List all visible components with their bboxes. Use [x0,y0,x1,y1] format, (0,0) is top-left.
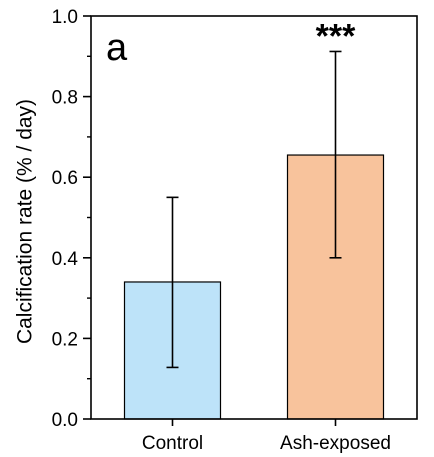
y-tick-label: 0.6 [52,168,78,189]
significance-label: *** [316,17,356,55]
y-axis-title: Calcification rate (% / day) [14,99,37,344]
y-tick-label: 0.8 [52,88,78,109]
y-tick-label: 0.2 [52,329,78,350]
y-tick-label: 1.0 [52,7,78,28]
x-category-label: Control [142,433,203,454]
panel-label: a [106,27,128,69]
y-tick-label: 0.4 [52,249,79,270]
x-axis: Control Ash-exposed [142,419,391,454]
y-axis: 0.0 0.2 0.4 0.6 0.8 1.0 [52,7,91,431]
bars-layer [123,154,385,420]
y-tick-label: 0.0 [52,410,78,431]
error-bars-layer [166,50,342,369]
x-category-label: Ash-exposed [280,433,391,454]
annotations-layer: *** [316,17,356,55]
